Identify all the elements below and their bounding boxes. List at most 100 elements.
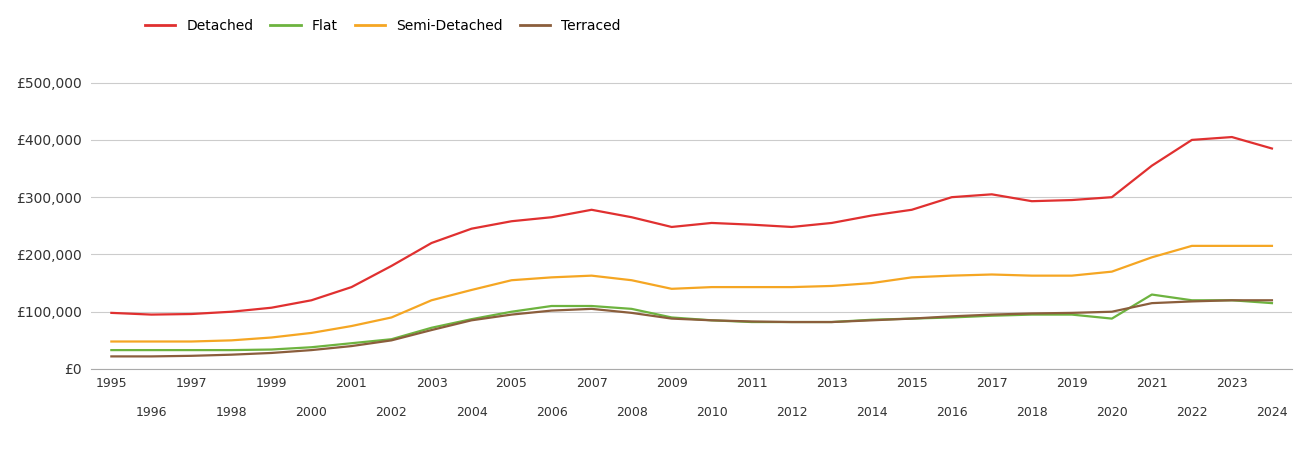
Terraced [304,347,320,353]
Detached [1144,163,1160,168]
Terraced [703,318,719,323]
Semi-Detached [343,324,359,329]
Flat [784,320,800,325]
Detached [1064,198,1079,203]
Semi-Detached [583,273,599,279]
Terraced [904,316,920,321]
Semi-Detached [624,278,639,283]
Detached [823,220,839,225]
Detached [103,310,119,315]
Flat [1144,292,1160,297]
Detached [463,226,479,231]
Terraced [624,310,639,315]
Flat [904,316,920,321]
Detached [544,215,560,220]
Semi-Detached [1024,273,1040,279]
Terraced [544,308,560,313]
Semi-Detached [1184,243,1199,248]
Detached [664,224,680,230]
Semi-Detached [823,283,839,288]
Semi-Detached [103,339,119,344]
Flat [944,315,959,320]
Flat [304,345,320,350]
Semi-Detached [664,286,680,292]
Detached [583,207,599,212]
Detached [624,215,639,220]
Detached [264,305,279,310]
Detached [1224,135,1240,140]
Terraced [984,312,1000,317]
Flat [1184,297,1199,303]
Terraced [1024,311,1040,316]
Flat [544,303,560,309]
Detached [184,311,200,317]
Semi-Detached [384,315,399,320]
Flat [504,309,519,315]
Detached [424,240,440,246]
Flat [384,337,399,342]
Flat [1224,297,1240,303]
Detached [904,207,920,212]
Flat [703,318,719,323]
Flat [1064,312,1079,317]
Semi-Detached [904,274,920,280]
Terraced [264,350,279,356]
Flat [103,347,119,353]
Flat [343,341,359,346]
Detached [703,220,719,225]
Terraced [744,319,760,324]
Semi-Detached [264,335,279,340]
Detached [784,224,800,230]
Semi-Detached [703,284,719,290]
Semi-Detached [463,287,479,292]
Detached [1184,137,1199,143]
Semi-Detached [944,273,959,279]
Detached [864,213,880,218]
Terraced [103,354,119,359]
Detached [1265,146,1280,151]
Terraced [223,352,239,357]
Detached [343,284,359,290]
Terraced [1265,297,1280,303]
Flat [264,347,279,352]
Detached [384,263,399,269]
Flat [984,313,1000,319]
Detached [744,222,760,227]
Line: Flat: Flat [111,295,1272,350]
Semi-Detached [544,274,560,280]
Flat [463,316,479,322]
Detached [984,192,1000,197]
Detached [144,312,159,317]
Terraced [784,320,800,325]
Detached [1024,198,1040,204]
Semi-Detached [1265,243,1280,248]
Terraced [1064,310,1079,315]
Terraced [1144,301,1160,306]
Terraced [1104,309,1120,315]
Terraced [944,314,959,319]
Terraced [1184,299,1199,304]
Legend: Detached, Flat, Semi-Detached, Terraced: Detached, Flat, Semi-Detached, Terraced [140,13,626,38]
Terraced [384,338,399,343]
Semi-Detached [984,272,1000,277]
Line: Semi-Detached: Semi-Detached [111,246,1272,342]
Flat [664,315,680,320]
Semi-Detached [184,339,200,344]
Semi-Detached [304,330,320,336]
Line: Detached: Detached [111,137,1272,315]
Detached [504,219,519,224]
Flat [1024,312,1040,317]
Terraced [823,320,839,325]
Flat [864,317,880,323]
Terraced [184,353,200,359]
Detached [1104,194,1120,200]
Terraced [664,316,680,321]
Flat [184,347,200,353]
Line: Terraced: Terraced [111,300,1272,356]
Semi-Detached [504,278,519,283]
Terraced [583,306,599,311]
Terraced [504,312,519,317]
Flat [1265,301,1280,306]
Semi-Detached [784,284,800,290]
Semi-Detached [223,338,239,343]
